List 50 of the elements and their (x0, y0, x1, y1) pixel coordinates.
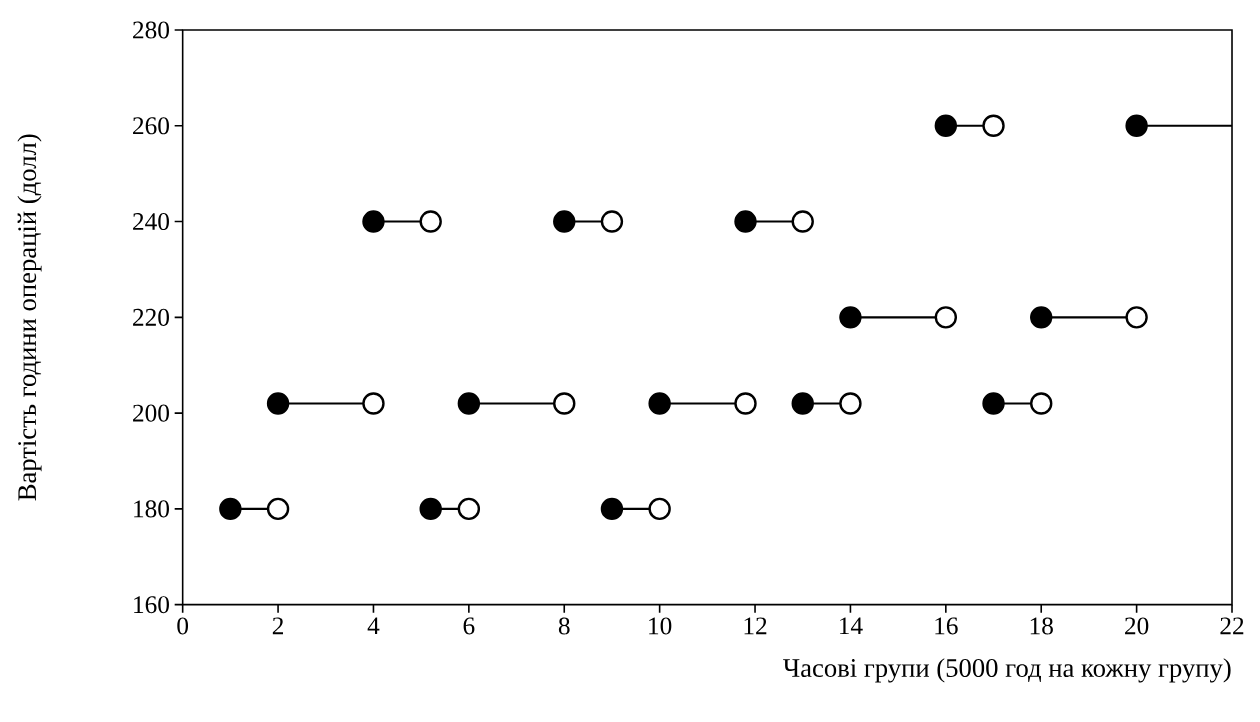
point (419, 210, 442, 233)
point (934, 114, 958, 137)
point (362, 210, 385, 233)
y-tick-label: 160 (134, 596, 169, 614)
y-tick-label: 220 (133, 308, 169, 326)
point (553, 210, 576, 233)
point (266, 497, 290, 521)
point (1030, 392, 1053, 415)
x-tick-label: 10 (649, 617, 672, 635)
x-tick-label: 8 (558, 617, 570, 635)
point (839, 392, 862, 415)
x-tick-label: 2 (272, 617, 283, 635)
y-tick-label: 280 (133, 21, 169, 39)
point (362, 392, 385, 415)
x-tick-label: 14 (839, 617, 863, 635)
point (648, 392, 671, 415)
point (419, 497, 442, 521)
y-tick-label: 260 (133, 117, 169, 135)
point (457, 392, 481, 415)
point (266, 392, 290, 415)
point (1125, 114, 1148, 137)
point (982, 392, 1005, 415)
x-tick-label: 12 (744, 617, 767, 635)
y-tick-label: 240 (133, 213, 169, 231)
x-tick-label: 0 (177, 617, 189, 635)
point (1125, 306, 1148, 329)
y-axis-title: Вартість години операцій (долл) (17, 134, 42, 501)
point (734, 392, 757, 415)
x-tick-label: 16 (935, 617, 958, 635)
point (791, 392, 814, 415)
x-tick-label: 20 (1125, 617, 1149, 635)
point (600, 210, 624, 233)
y-tick-label: 200 (133, 404, 169, 422)
x-axis-title: Часові групи (5000 год на кожну групу) (783, 658, 1231, 683)
point (982, 114, 1005, 137)
point (553, 392, 576, 415)
point (648, 497, 671, 521)
x-tick-label: 4 (367, 617, 380, 635)
point (219, 497, 242, 521)
point (734, 210, 757, 233)
point (1030, 306, 1053, 329)
y-tick-label: 180 (134, 500, 169, 518)
point (600, 497, 624, 521)
x-tick-label: 18 (1030, 617, 1053, 635)
x-tick-label: 6 (463, 617, 475, 635)
point (839, 306, 862, 329)
point (791, 210, 814, 233)
x-tick-label: 22 (1220, 617, 1244, 635)
point (934, 306, 958, 329)
point (457, 497, 481, 521)
